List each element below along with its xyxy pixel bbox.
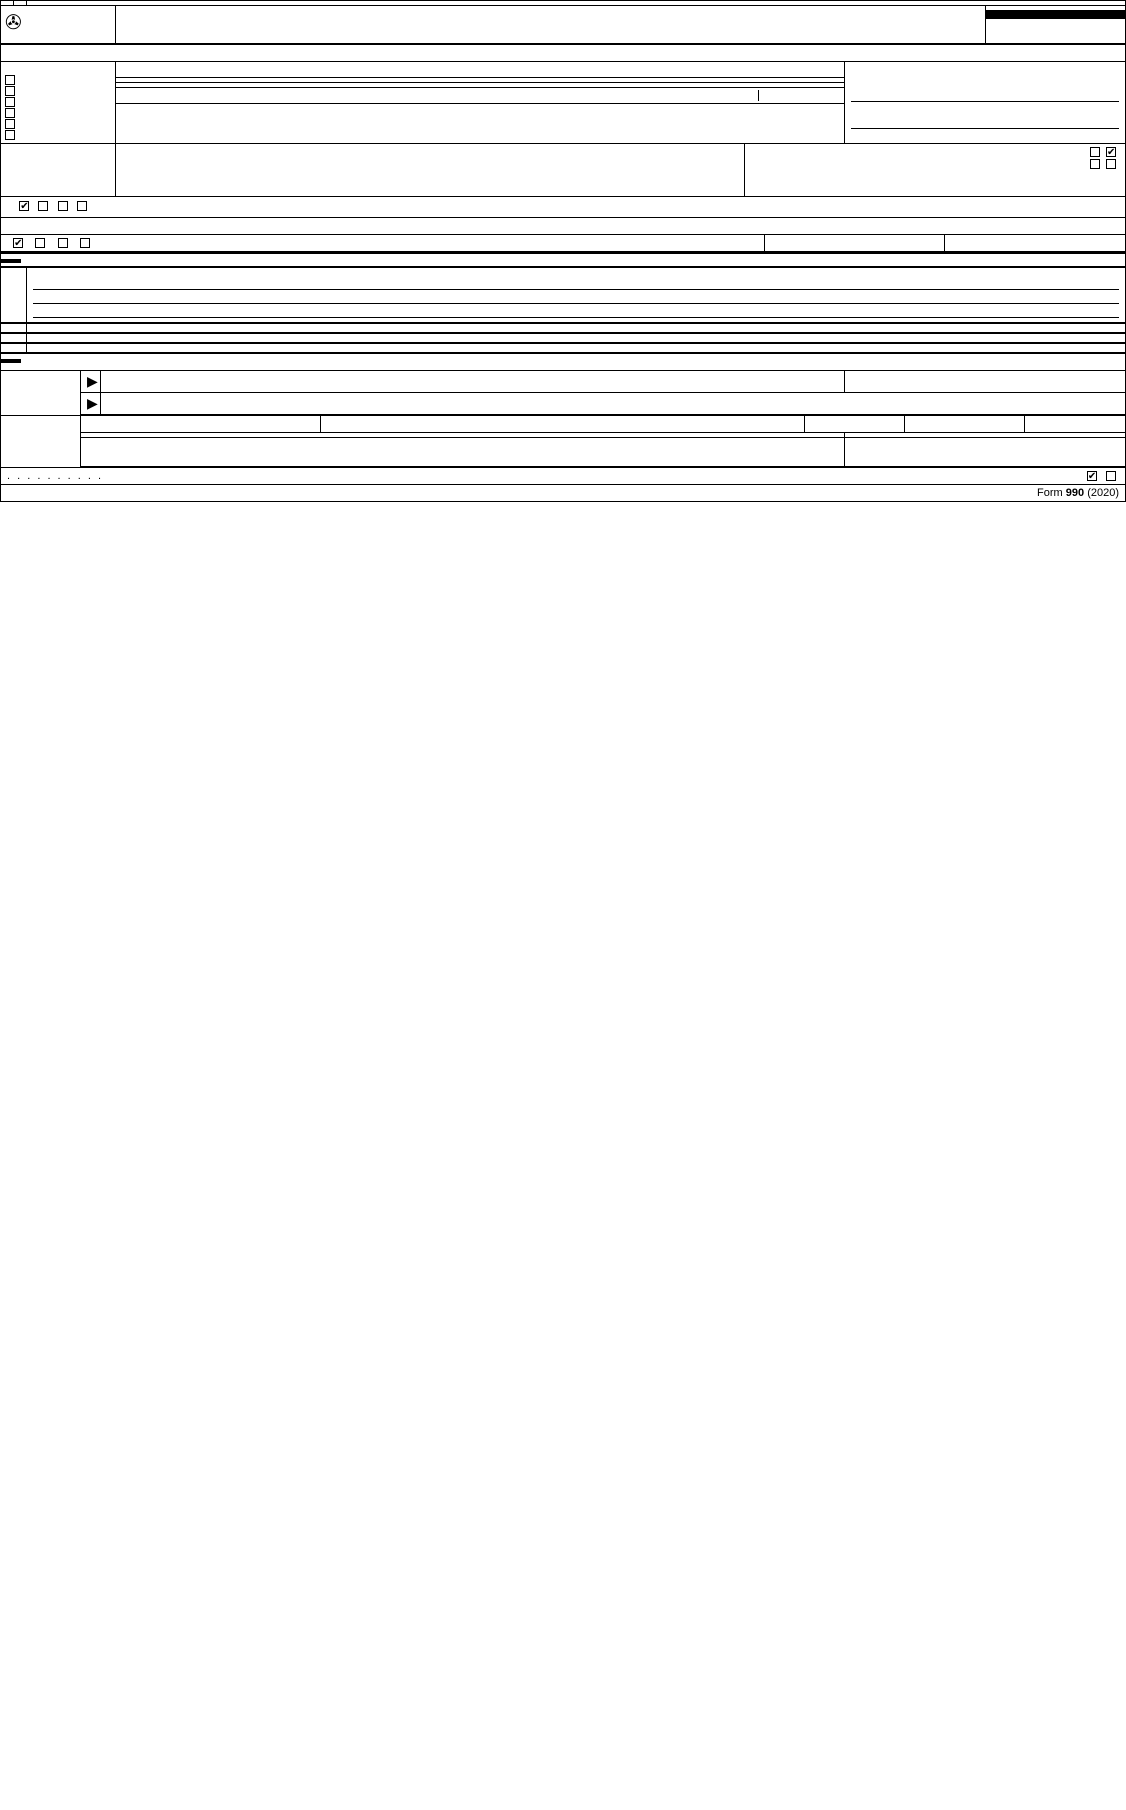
section-l	[765, 235, 945, 251]
net-side-label	[12, 344, 16, 352]
discuss-row	[1, 467, 1125, 484]
section-h	[745, 144, 1125, 196]
part1-header	[1, 259, 21, 263]
section-b	[1, 62, 116, 143]
exp-side-label	[12, 334, 16, 342]
section-g	[851, 129, 1119, 133]
section-e	[851, 102, 1119, 129]
part2-title	[21, 352, 33, 368]
section-j	[1, 218, 1125, 235]
section-d	[851, 64, 1119, 102]
paid-preparer-label	[1, 416, 81, 467]
section-k	[1, 235, 765, 251]
form-header: ✇	[1, 6, 1125, 45]
section-a	[1, 45, 1125, 62]
dln	[1113, 1, 1125, 5]
sign-here-label	[1, 371, 81, 415]
gov-side-label	[12, 291, 16, 299]
part2-header	[1, 359, 21, 363]
efile-notice	[1, 1, 14, 5]
form-footer: Form 990 (2020)	[1, 484, 1125, 501]
section-f	[116, 144, 745, 196]
rev-side-label	[12, 324, 16, 332]
form-990: ✇	[0, 0, 1126, 502]
public-inspection	[986, 11, 1125, 19]
section-m	[945, 235, 1125, 251]
as-filed	[14, 1, 27, 5]
section-c	[116, 62, 845, 143]
section-i	[1, 197, 1125, 218]
part1-title	[21, 252, 33, 268]
